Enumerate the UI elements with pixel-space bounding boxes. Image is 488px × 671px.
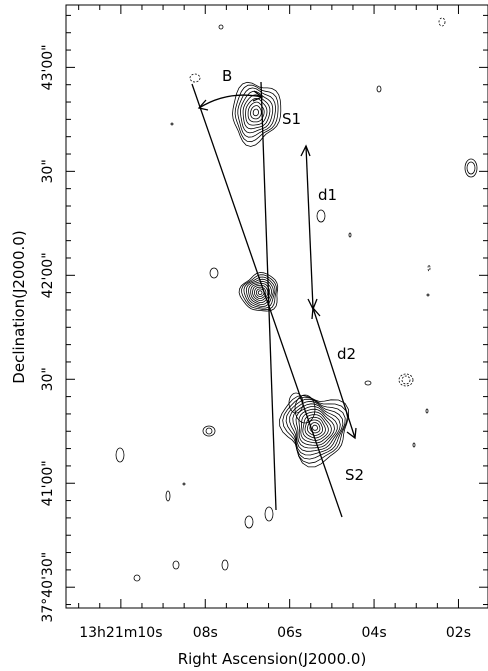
x-axis-label: Right Ascension(J2000.0) xyxy=(178,650,367,668)
s1-label: S1 xyxy=(282,110,301,128)
angle-arrowhead-right xyxy=(252,90,264,102)
d2-arrowhead-top xyxy=(311,306,321,320)
noise-contour xyxy=(133,574,141,582)
x-tick-label: 13h21m10s xyxy=(79,625,162,641)
noise-contour xyxy=(466,161,476,175)
d1-label: d1 xyxy=(318,186,337,204)
noise-contour xyxy=(464,158,478,178)
noise-contour xyxy=(348,232,352,238)
noise-contour xyxy=(189,73,201,83)
outer-axis-line xyxy=(191,83,343,518)
contour-level xyxy=(237,87,276,138)
axis-lines xyxy=(191,81,357,518)
d2-arrowhead-bottom xyxy=(346,427,357,440)
d2-arrow xyxy=(312,307,356,439)
contour-level xyxy=(257,290,263,296)
noise-contour xyxy=(244,515,254,529)
contour-level xyxy=(285,398,346,460)
inner-axis-line xyxy=(260,81,277,511)
contour-level xyxy=(294,394,316,424)
contour-level xyxy=(304,416,326,439)
contour-level xyxy=(292,403,341,452)
contour-level xyxy=(240,90,274,134)
noise-contour xyxy=(172,560,180,570)
contour-level xyxy=(312,424,318,431)
noise-contours xyxy=(115,17,478,582)
noise-contour xyxy=(182,482,186,486)
noise-contour xyxy=(438,17,446,27)
noise-contour xyxy=(316,209,326,223)
noise-contour xyxy=(264,506,274,522)
contour-level xyxy=(245,97,268,126)
y-tick-label: 42'00" xyxy=(40,252,56,298)
noise-contour xyxy=(115,447,125,463)
noise-contour xyxy=(170,122,174,126)
noise-contour xyxy=(202,425,216,437)
contour-level xyxy=(250,105,262,120)
x-tick-label: 02s xyxy=(446,625,471,641)
noise-contour xyxy=(364,380,372,386)
contour-level xyxy=(247,101,265,123)
d1-arrow xyxy=(305,145,314,309)
x-tick-label: 04s xyxy=(362,625,387,641)
contour-level xyxy=(306,419,324,436)
contour-level xyxy=(252,108,259,117)
contour-level xyxy=(250,282,271,303)
noise-contour xyxy=(398,373,414,387)
angle-arc xyxy=(198,94,263,109)
plot-frame xyxy=(65,4,488,609)
y-tick-labels: 43'00" 30" 42'00" 30" 41'00" 37°40'30" xyxy=(40,44,56,622)
d2-label: d2 xyxy=(337,345,356,363)
contour-level xyxy=(245,278,274,307)
s2-label: S2 xyxy=(345,466,364,484)
contour-level xyxy=(252,284,269,302)
noise-contour xyxy=(218,24,224,30)
contour-level xyxy=(289,400,344,456)
contour-level xyxy=(255,288,265,297)
contour-level xyxy=(248,280,272,306)
noise-contour xyxy=(165,490,171,502)
angle-label: B xyxy=(222,67,232,85)
y-tick-label: 30" xyxy=(40,367,56,391)
contour-level xyxy=(309,422,321,434)
y-tick-label: 30" xyxy=(40,159,56,183)
angle-arrowhead-left xyxy=(197,99,209,111)
x-tick-label: 06s xyxy=(277,625,302,641)
noise-contour xyxy=(426,293,430,297)
noise-contour xyxy=(205,427,213,435)
contour-level xyxy=(242,94,271,130)
contour-level xyxy=(302,414,329,441)
x-tick-label: 08s xyxy=(193,625,218,641)
noise-contour xyxy=(221,559,229,571)
noise-contour xyxy=(425,408,429,414)
x-tick-labels: 13h21m10s 08s 06s 04s 02s xyxy=(79,625,471,641)
source-contours xyxy=(232,81,350,468)
y-tick-label: 41'00" xyxy=(40,460,56,506)
y-tick-label: 37°40'30" xyxy=(40,552,56,623)
noise-contour xyxy=(401,375,411,385)
noise-contour xyxy=(427,264,431,272)
noise-contour xyxy=(376,85,382,93)
noise-contour xyxy=(412,442,416,448)
y-tick-label: 43'00" xyxy=(40,44,56,90)
y-axis-label: Declination(J2000.0) xyxy=(10,230,28,383)
noise-contour xyxy=(209,267,219,279)
contour-level xyxy=(279,395,350,468)
d1-arrowhead-top xyxy=(300,144,311,157)
axis-ticks xyxy=(66,5,488,608)
